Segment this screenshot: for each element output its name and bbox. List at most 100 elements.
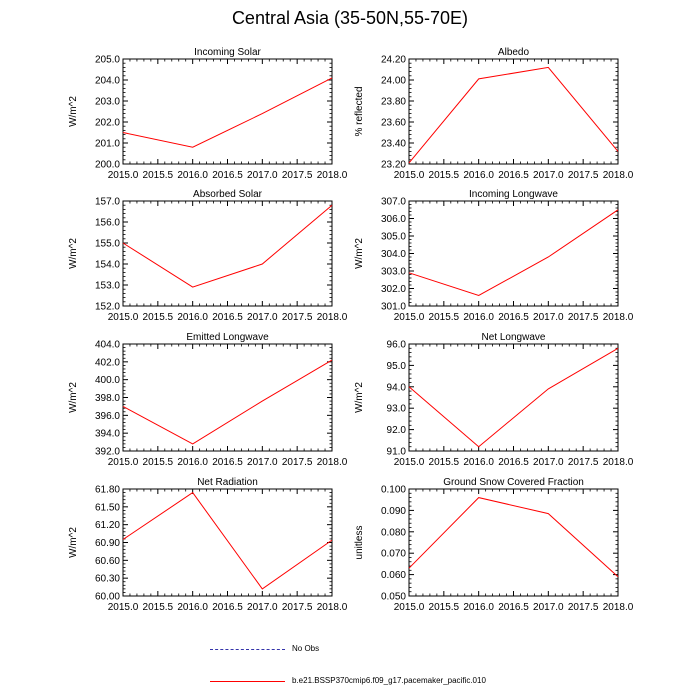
x-tick-label: 2017.5	[568, 457, 599, 468]
y-tick-label: 396.0	[95, 411, 120, 422]
y-tick-label: 60.30	[95, 574, 120, 585]
y-tick-label: 404.0	[95, 340, 120, 351]
plot-frame	[122, 200, 333, 307]
x-tick-label: 2016.5	[212, 312, 243, 323]
x-tick-label: 2016.0	[177, 170, 208, 181]
x-tick-label: 2016.5	[498, 602, 529, 613]
x-tick-label: 2016.0	[177, 457, 208, 468]
series-line	[408, 66, 619, 164]
x-tick-label: 2017.0	[533, 457, 564, 468]
plot-frame	[408, 200, 619, 307]
y-axis-label: W/m^2	[68, 527, 79, 558]
y-tick-label: 96.0	[387, 340, 407, 351]
y-tick-label: 0.080	[381, 527, 406, 538]
y-axis-label: W/m^2	[68, 382, 79, 413]
x-tick-label: 2017.5	[282, 312, 313, 323]
x-tick-label: 2017.5	[282, 602, 313, 613]
y-tick-label: 60.00	[95, 592, 120, 603]
x-tick-label: 2016.0	[177, 312, 208, 323]
y-tick-label: 200.0	[95, 160, 120, 171]
x-tick-label: 2018.0	[603, 312, 634, 323]
y-tick-label: 155.0	[95, 239, 120, 250]
y-tick-label: 94.0	[387, 382, 407, 393]
panel-title: Emitted Longwave	[186, 332, 269, 343]
y-tick-label: 0.100	[381, 485, 406, 496]
x-tick-label: 2017.0	[533, 170, 564, 181]
y-tick-label: 201.0	[95, 139, 120, 150]
panel-title: Ground Snow Covered Fraction	[443, 477, 584, 488]
y-tick-label: 402.0	[95, 357, 120, 368]
x-tick-label: 2015.5	[143, 457, 174, 468]
x-tick-label: 2017.5	[568, 312, 599, 323]
y-tick-label: 392.0	[95, 447, 120, 458]
panel-title: Net Longwave	[482, 332, 546, 343]
y-tick-label: 91.0	[387, 447, 407, 458]
plot-frame	[122, 58, 333, 165]
y-tick-label: 305.0	[381, 232, 406, 243]
y-tick-label: 153.0	[95, 281, 120, 292]
y-tick-label: 61.50	[95, 502, 120, 513]
x-tick-label: 2018.0	[603, 457, 634, 468]
y-tick-label: 394.0	[95, 429, 120, 440]
y-tick-label: 157.0	[95, 197, 120, 208]
y-tick-label: 400.0	[95, 375, 120, 386]
series-line	[122, 359, 333, 445]
x-tick-label: 2017.5	[568, 602, 599, 613]
y-axis-label: W/m^2	[354, 382, 365, 413]
y-tick-label: 301.0	[381, 302, 406, 313]
panel-title: Absorbed Solar	[193, 189, 263, 200]
x-tick-label: 2017.0	[247, 312, 278, 323]
x-tick-label: 2015.5	[429, 602, 460, 613]
x-tick-label: 2018.0	[317, 170, 348, 181]
x-tick-label: 2018.0	[317, 312, 348, 323]
x-tick-label: 2016.0	[463, 602, 494, 613]
legend-obs-swatch	[210, 649, 285, 650]
x-tick-label: 2017.0	[247, 457, 278, 468]
y-tick-label: 154.0	[95, 260, 120, 271]
y-tick-label: 0.090	[381, 506, 406, 517]
x-tick-label: 2017.5	[568, 170, 599, 181]
y-tick-label: 23.60	[381, 118, 406, 129]
panel-title: Net Radiation	[197, 477, 258, 488]
y-tick-label: 306.0	[381, 214, 406, 225]
y-tick-label: 204.0	[95, 76, 120, 87]
x-tick-label: 2016.0	[463, 170, 494, 181]
x-tick-label: 2016.5	[498, 170, 529, 181]
x-tick-label: 2017.0	[533, 312, 564, 323]
y-tick-label: 61.20	[95, 520, 120, 531]
plot-frame	[122, 488, 333, 597]
x-tick-label: 2015.5	[143, 602, 174, 613]
y-tick-label: 24.00	[381, 76, 406, 87]
chart-panel-0: Incoming Solar W/m^2 2015.0 2015.5 2016.0 201…	[68, 47, 348, 181]
panel-title: Incoming Solar	[194, 47, 261, 58]
y-tick-label: 95.0	[387, 361, 407, 372]
series-line	[408, 497, 619, 578]
series-line	[408, 209, 619, 297]
x-tick-label: 2015.5	[429, 457, 460, 468]
x-tick-label: 2018.0	[603, 170, 634, 181]
y-tick-label: 93.0	[387, 404, 407, 415]
chart-panel-2: Absorbed Solar W/m^2 2015.0 2015.5 2016.0 201…	[68, 189, 348, 323]
plot-frame	[408, 488, 619, 597]
chart-panel-5: Net Longwave W/m^2 2015.0 2015.5 2016.0 2016.…	[354, 332, 634, 468]
y-tick-label: 398.0	[95, 393, 120, 404]
y-tick-label: 24.20	[381, 55, 406, 66]
x-tick-label: 2016.5	[212, 170, 243, 181]
x-tick-label: 2016.0	[177, 602, 208, 613]
x-tick-label: 2015.5	[429, 312, 460, 323]
x-tick-label: 2017.0	[247, 170, 278, 181]
series-line	[122, 77, 333, 148]
series-line	[122, 491, 333, 590]
x-tick-label: 2018.0	[317, 457, 348, 468]
plot-frame	[408, 58, 619, 165]
plot-frame	[122, 343, 333, 452]
chart-panel-1: Albedo % reflected 2015.0 2015.5 2016.0 2016.…	[354, 47, 634, 181]
x-tick-label: 2017.0	[247, 602, 278, 613]
y-tick-label: 303.0	[381, 267, 406, 278]
x-tick-label: 2015.0	[394, 312, 425, 323]
y-axis-label: % reflected	[354, 86, 365, 136]
y-tick-label: 61.80	[95, 485, 120, 496]
x-tick-label: 2015.5	[143, 312, 174, 323]
y-tick-label: 203.0	[95, 97, 120, 108]
